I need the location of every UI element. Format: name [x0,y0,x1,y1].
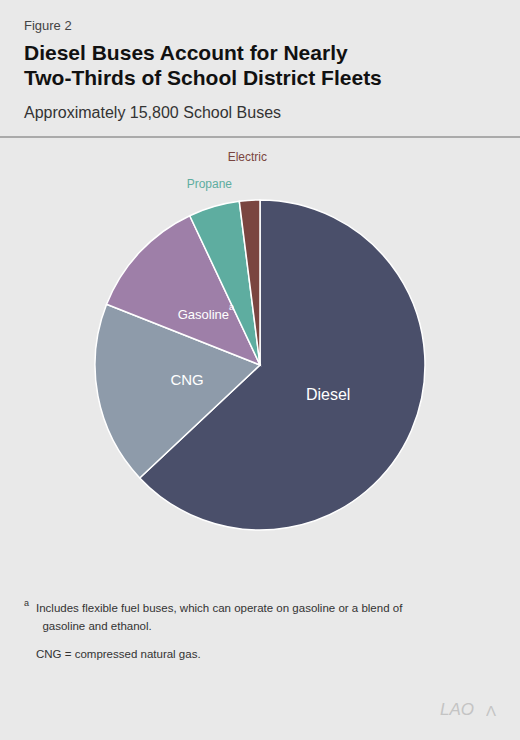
svg-text:Diesel: Diesel [306,386,350,403]
svg-text:CNG: CNG [170,370,203,387]
svg-text:Electric: Electric [228,150,267,164]
html-text:Λ: Λ [486,702,496,719]
html-text:Figure 2: Figure 2 [24,18,72,33]
svg-text:Gasolinea: Gasolinea [178,302,234,322]
html-text:LAO: LAO [440,700,474,719]
html-text:Approximately 15,800 School Bu: Approximately 15,800 School Buses [24,104,281,121]
html-text:Diesel Buses Account for Nearl: Diesel Buses Account for Nearly Two-Thir… [24,41,382,90]
html-text:a: a [24,598,29,608]
html-text:CNG = compressed natural gas.: CNG = compressed natural gas. [36,648,201,660]
html-text:Includes flexible fuel buses,: Includes flexible fuel buses, which can … [36,602,403,632]
svg-text:Propane: Propane [187,177,233,191]
